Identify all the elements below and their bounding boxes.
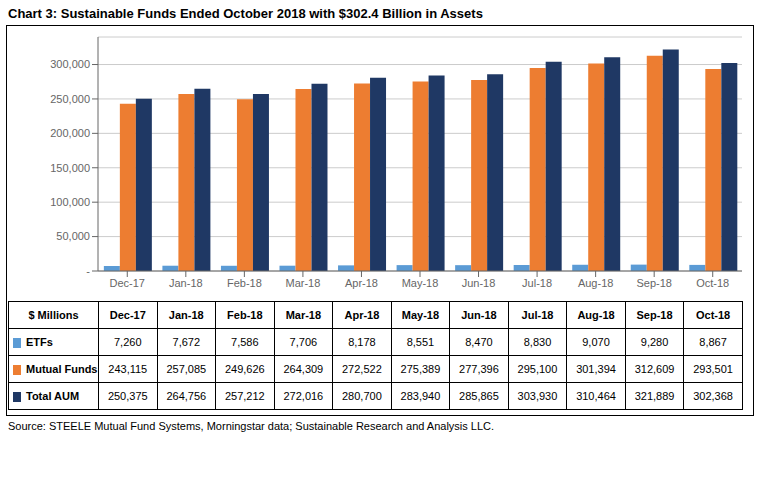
html-text:ETFs: ETFs: [26, 336, 53, 349]
html-text:272,016: 272,016: [283, 390, 324, 402]
html-text:257,085: 257,085: [166, 363, 207, 375]
svg-text:300,000: 300,000: [50, 58, 90, 70]
html-text:Oct-18: Oct-18: [696, 309, 731, 321]
html-text:303,930: 303,930: [517, 390, 558, 402]
html-text:Sep-18: Sep-18: [636, 309, 673, 321]
svg-text:Jun-18: Jun-18: [462, 277, 496, 289]
html-text:312,609: 312,609: [634, 363, 675, 375]
html-text:310,464: 310,464: [576, 390, 616, 402]
svg-text:Apr-18: Apr-18: [345, 277, 378, 289]
html-text:250,375: 250,375: [107, 390, 148, 402]
html-text:8,551: 8,551: [406, 336, 435, 348]
html-text:Feb-18: Feb-18: [227, 309, 263, 321]
html-text:280,700: 280,700: [342, 390, 382, 402]
html-text:7,706: 7,706: [289, 336, 318, 348]
html-text:8,178: 8,178: [348, 336, 376, 348]
html-text:9,280: 9,280: [640, 336, 669, 348]
html-text:7,260: 7,260: [114, 336, 142, 348]
html-text:Dec-17: Dec-17: [109, 309, 146, 321]
html-text:295,100: 295,100: [517, 363, 558, 375]
html-text:277,396: 277,396: [459, 363, 499, 375]
html-text:9,070: 9,070: [582, 336, 610, 348]
html-text:257,212: 257,212: [224, 390, 265, 402]
svg-text:250,000: 250,000: [50, 93, 90, 105]
html-text:Jun-18: Jun-18: [461, 309, 497, 321]
html-text:Total AUM: Total AUM: [26, 390, 80, 403]
html-text:302,368: 302,368: [693, 390, 733, 402]
html-text:264,309: 264,309: [283, 363, 324, 375]
html-text:321,889: 321,889: [634, 390, 675, 402]
html-text:7,586: 7,586: [231, 336, 259, 348]
svg-text:Mar-18: Mar-18: [285, 277, 320, 289]
html-text:243,115: 243,115: [108, 363, 148, 375]
svg-text:Sep-18: Sep-18: [636, 277, 671, 289]
svg-text:150,000: 150,000: [50, 162, 90, 174]
svg-text:100,000: 100,000: [50, 196, 90, 208]
html-text:285,865: 285,865: [459, 390, 499, 402]
svg-text:-: -: [86, 265, 90, 277]
html-text:272,522: 272,522: [342, 363, 382, 375]
svg-text:Feb-18: Feb-18: [227, 277, 262, 289]
svg-text:Oct-18: Oct-18: [696, 277, 729, 289]
svg-text:May-18: May-18: [402, 277, 439, 289]
html-text:275,389: 275,389: [400, 363, 441, 375]
html-text:Apr-18: Apr-18: [344, 309, 380, 321]
svg-text:50,000: 50,000: [56, 230, 90, 242]
html-text:Jan-18: Jan-18: [168, 309, 204, 321]
html-text:Chart 3: Sustainable Funds End: Chart 3: Sustainable Funds Ended October…: [8, 6, 483, 21]
html-text:Mutual Funds: Mutual Funds: [26, 363, 98, 376]
html-text:8,470: 8,470: [465, 336, 493, 348]
html-text:Mar-18: Mar-18: [285, 309, 322, 321]
svg-text:Jan-18: Jan-18: [169, 277, 203, 289]
html-text:Aug-18: Aug-18: [577, 309, 615, 321]
html-text:301,394: 301,394: [576, 363, 616, 375]
svg-text:Aug-18: Aug-18: [578, 277, 613, 289]
html-text:8,830: 8,830: [523, 336, 552, 348]
svg-text:Dec-17: Dec-17: [110, 277, 145, 289]
svg-text:200,000: 200,000: [50, 127, 90, 139]
html-text:$ Millions: $ Millions: [28, 309, 79, 321]
html-text:Jul-18: Jul-18: [521, 309, 554, 321]
svg-text:Jul-18: Jul-18: [522, 277, 552, 289]
html-text:May-18: May-18: [401, 309, 440, 321]
html-text:Source: STEELE Mutual Fund Sys: Source: STEELE Mutual Fund Systems, Morn…: [8, 420, 495, 432]
html-text:264,756: 264,756: [166, 390, 207, 402]
html-text:283,940: 283,940: [400, 390, 441, 402]
html-text:8,867: 8,867: [699, 336, 727, 348]
html-text:249,626: 249,626: [224, 363, 265, 375]
html-text:293,501: 293,501: [693, 363, 733, 375]
html-text:7,672: 7,672: [172, 336, 201, 348]
